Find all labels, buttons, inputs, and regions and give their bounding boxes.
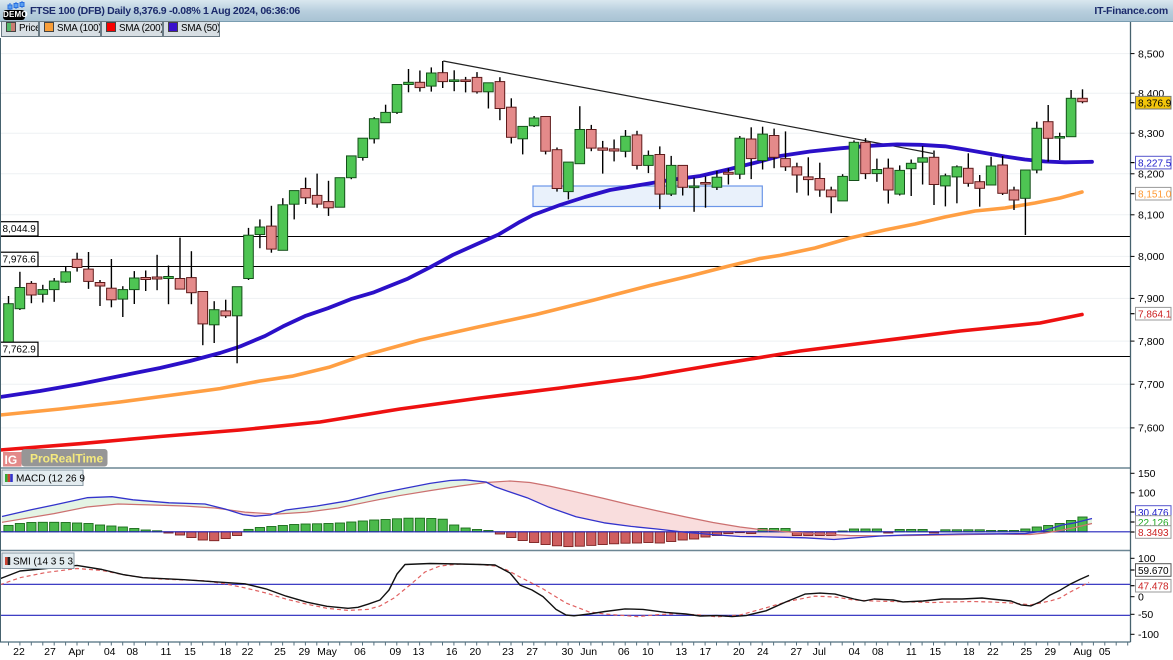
svg-text:22.126: 22.126 [1138, 518, 1169, 529]
svg-text:08: 08 [126, 646, 138, 658]
svg-text:100: 100 [1138, 488, 1156, 500]
svg-text:29: 29 [1044, 646, 1056, 658]
svg-text:09: 09 [390, 646, 402, 658]
svg-text:8,300: 8,300 [1138, 128, 1164, 140]
svg-text:7,976.6: 7,976.6 [3, 255, 37, 266]
svg-text:7,864.1: 7,864.1 [1138, 310, 1172, 321]
svg-text:8,000: 8,000 [1138, 251, 1164, 263]
svg-text:Aug: Aug [1073, 646, 1092, 658]
svg-text:27: 27 [44, 646, 56, 658]
svg-text:IG: IG [5, 453, 18, 467]
svg-text:04: 04 [104, 646, 116, 658]
svg-text:30: 30 [562, 646, 574, 658]
svg-text:18: 18 [963, 646, 975, 658]
svg-text:17: 17 [699, 646, 711, 658]
svg-text:8,200: 8,200 [1138, 169, 1164, 181]
svg-text:16: 16 [446, 646, 458, 658]
svg-text:SMI (14 3 5 3: SMI (14 3 5 3 [13, 557, 73, 568]
svg-text:100: 100 [1138, 553, 1156, 565]
svg-text:20: 20 [733, 646, 745, 658]
svg-text:13: 13 [413, 646, 425, 658]
svg-text:11: 11 [161, 646, 172, 658]
svg-text:13: 13 [675, 646, 687, 658]
svg-text:Apr: Apr [68, 646, 85, 658]
svg-text:Jun: Jun [580, 646, 597, 658]
svg-text:8.3493: 8.3493 [1138, 528, 1169, 539]
svg-text:22: 22 [13, 646, 25, 658]
svg-text:27: 27 [526, 646, 538, 658]
svg-text:06: 06 [354, 646, 366, 658]
svg-text:ProRealTime: ProRealTime [30, 452, 103, 466]
svg-text:7,600: 7,600 [1138, 423, 1164, 435]
svg-text:8,227.5: 8,227.5 [1138, 158, 1172, 169]
svg-text:20: 20 [469, 646, 481, 658]
svg-text:23: 23 [502, 646, 514, 658]
svg-text:MACD (12 26 9: MACD (12 26 9 [16, 474, 85, 485]
svg-text:15: 15 [929, 646, 941, 658]
svg-text:8,500: 8,500 [1138, 48, 1164, 60]
svg-text:04: 04 [848, 646, 860, 658]
svg-text:06: 06 [618, 646, 630, 658]
svg-text:59.670: 59.670 [1138, 566, 1169, 577]
svg-text:25: 25 [274, 646, 286, 658]
svg-text:7,700: 7,700 [1138, 379, 1164, 391]
svg-text:29: 29 [298, 646, 310, 658]
svg-text:8,100: 8,100 [1138, 210, 1164, 222]
svg-text:30.476: 30.476 [1138, 508, 1169, 519]
svg-text:8,376.9: 8,376.9 [1138, 99, 1172, 110]
svg-text:7,900: 7,900 [1138, 293, 1164, 305]
svg-text:11: 11 [906, 646, 917, 658]
svg-text:47.478: 47.478 [1138, 582, 1169, 593]
svg-text:8,151.0: 8,151.0 [1138, 190, 1172, 201]
svg-text:0: 0 [1138, 592, 1144, 604]
svg-text:-100: -100 [1138, 629, 1159, 641]
svg-text:22: 22 [987, 646, 999, 658]
svg-text:27: 27 [790, 646, 802, 658]
svg-text:15: 15 [184, 646, 196, 658]
svg-text:Jul: Jul [813, 646, 826, 658]
svg-text:-50: -50 [1138, 609, 1153, 621]
svg-text:May: May [317, 646, 338, 658]
svg-text:18: 18 [220, 646, 232, 658]
svg-text:150: 150 [1138, 468, 1156, 480]
svg-text:08: 08 [872, 646, 884, 658]
svg-text:25: 25 [1020, 646, 1032, 658]
svg-text:10: 10 [642, 646, 654, 658]
svg-text:05: 05 [1099, 646, 1111, 658]
svg-text:24: 24 [757, 646, 769, 658]
svg-text:7,762.9: 7,762.9 [3, 345, 37, 356]
svg-text:8,044.9: 8,044.9 [3, 224, 37, 235]
svg-text:22: 22 [242, 646, 254, 658]
svg-text:7,800: 7,800 [1138, 336, 1164, 348]
